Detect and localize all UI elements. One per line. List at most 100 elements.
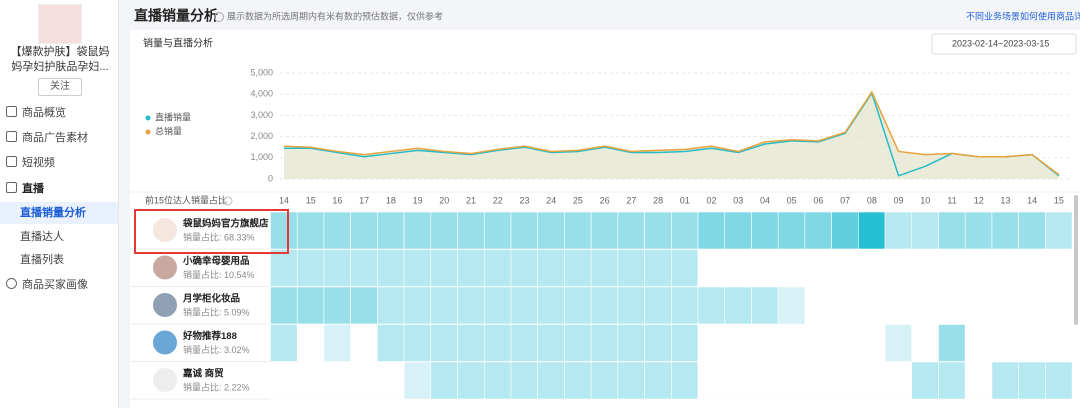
x-tick-label: 06 [813,195,823,205]
menu-item[interactable]: 商品买家画像 [6,275,88,295]
heat-cell [670,211,699,250]
menu-item[interactable]: 商品概览 [6,103,66,123]
x-tick-label: 10 [920,195,930,205]
heat-cell [644,324,672,362]
x-tick-label: 20 [439,195,449,205]
menu-item[interactable]: 商品广告素材 [6,128,88,148]
x-tick-label: 16 [332,195,342,205]
heat-cell [697,361,726,400]
heat-cell [323,361,351,400]
heat-cell [724,211,752,250]
heat-cell [296,324,325,362]
menu-label: 商品概览 [22,107,66,119]
heat-cell [350,324,378,362]
heat-cell [323,324,351,362]
heat-cell [270,249,298,287]
x-tick-label: 05 [787,195,797,205]
date-picker[interactable] [931,33,1077,55]
heat-cell [590,249,619,287]
heat-cell [564,249,592,287]
heat-cell [537,361,565,400]
heat-cell [403,211,432,250]
streamer-name: 袋鼠妈妈官方旗舰店 [182,218,269,230]
heat-cell [964,286,993,325]
y-tick-label: 1,000 [250,152,273,162]
heat-cell [590,361,619,400]
heat-cell [377,324,405,362]
heat-cell [350,211,378,250]
avatar [153,368,177,392]
help-link[interactable]: 不同业务场景如何使用商品详情 [966,10,1080,21]
heat-cell [804,286,832,325]
x-tick-label: 15 [306,195,316,205]
heat-cell [564,324,592,362]
heat-cell [1045,286,1073,325]
heat-cell [911,211,939,250]
menu-label: 短视频 [22,157,55,169]
heat-cell [1018,286,1046,325]
heat-cell [270,286,298,325]
heat-cell [377,249,405,287]
heat-cell [938,286,966,325]
heat-cell [804,361,832,400]
heat-cell [430,324,458,362]
follow-button[interactable]: 关注 [38,78,82,96]
streamer-name: 嘉诚 商贸 [182,368,224,380]
heat-cell [751,286,779,325]
heat-cell [858,249,886,287]
submenu-item[interactable]: 直播达人 [20,231,64,243]
info-icon [223,196,233,206]
y-tick-label: 2,000 [250,131,273,141]
heat-cell [323,286,351,325]
heat-cell [938,324,966,362]
menu-item[interactable]: 直播 [6,179,44,199]
x-tick-label: 04 [760,195,770,205]
heat-cell [697,249,726,287]
table-header: 前15位达人销量占比 [145,194,227,205]
y-tick-label: 5,000 [250,67,273,77]
heat-cell [350,249,378,287]
heat-cell [377,211,405,250]
heat-cell [537,249,565,287]
submenu-item[interactable]: 直播列表 [20,254,64,266]
heat-cell [724,361,752,400]
x-tick-label: 12 [974,195,984,205]
heat-cell [430,211,458,250]
heat-cell [751,249,779,287]
heat-cell [483,249,512,287]
heat-cell [537,211,565,250]
streamer-name: 小确幸母婴用品 [182,255,250,267]
heat-cell [457,361,485,400]
product-title: 【爆款护肤】袋鼠妈妈孕妇护肤品孕妇... [10,46,110,73]
heat-cell [430,361,458,400]
heat-cell [1045,324,1073,362]
heat-cell [670,324,699,362]
heat-cell [670,249,699,287]
x-tick-label: 26 [600,195,610,205]
avatar [153,218,177,242]
scrollbar[interactable] [1074,195,1078,325]
x-tick-label: 23 [519,195,529,205]
heat-cell [724,249,752,287]
avatar [153,293,177,317]
heat-cell [296,361,325,400]
heat-cell [403,361,432,400]
heat-cell [457,286,485,325]
heat-cell [670,361,699,400]
menu-item[interactable]: 短视频 [6,153,55,173]
submenu-item[interactable]: 直播销量分析 [0,202,118,224]
heat-cell [670,286,699,325]
heat-cell [751,361,779,400]
date-range: 2023-02-14~2023-03-15 [952,38,1049,48]
heat-cell [858,324,886,362]
x-tick-label: 28 [653,195,663,205]
x-tick-label: 08 [867,195,877,205]
heat-cell [483,361,512,400]
heat-cell [510,324,539,362]
heat-cell [644,249,672,287]
heat-cell [831,286,859,325]
heat-cell [617,249,645,287]
heat-cell [350,361,378,400]
